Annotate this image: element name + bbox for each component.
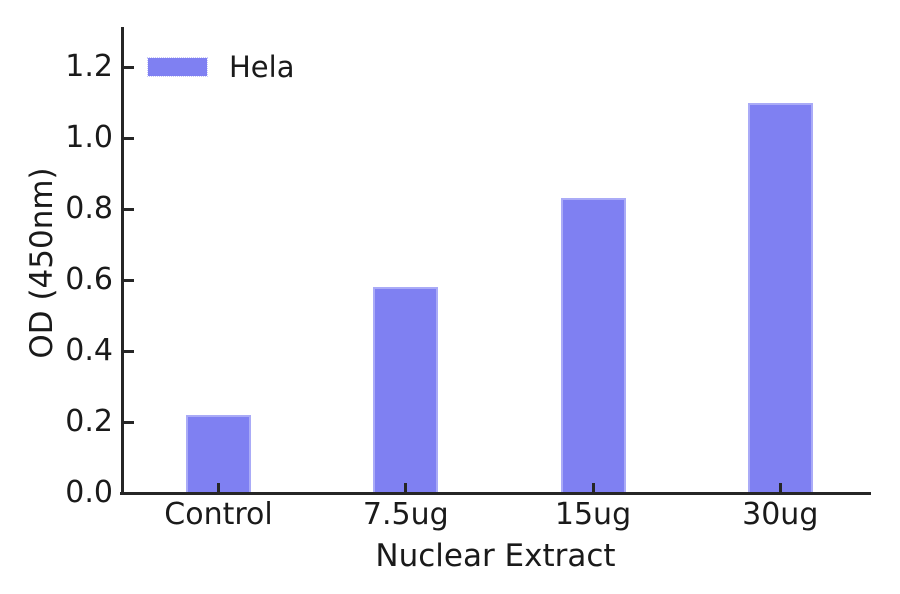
y-tick-mark	[124, 65, 134, 69]
y-tick-mark	[124, 136, 134, 140]
x-tick-mark	[217, 483, 220, 493]
y-tick-mark	[124, 420, 134, 424]
bar-30ug	[747, 102, 813, 494]
y-tick-mark	[124, 207, 134, 211]
chart-legend: Hela	[147, 50, 295, 84]
bar-control	[186, 414, 251, 494]
y-tick-mark	[124, 349, 134, 353]
y-tick-label: 1.2	[65, 49, 113, 84]
y-axis-spine	[121, 27, 124, 495]
bar-15ug	[560, 198, 626, 494]
legend-label-hela: Hela	[229, 50, 295, 84]
x-tick-label: 7.5ug	[362, 497, 449, 532]
x-tick-label: Control	[164, 497, 273, 532]
x-axis-spine	[120, 492, 871, 495]
x-tick-label: 30ug	[742, 497, 819, 532]
x-tick-mark	[778, 483, 782, 493]
bar-7.5ug	[373, 287, 439, 494]
y-tick-label: 0.2	[65, 404, 113, 439]
y-tick-label: 0.8	[65, 191, 113, 226]
y-tick-label: 0.6	[65, 262, 113, 297]
x-axis-title: Nuclear Extract	[375, 538, 616, 574]
y-tick-mark	[124, 491, 134, 495]
y-tick-label: 1.0	[65, 120, 113, 155]
y-tick-label: 0.4	[65, 333, 113, 368]
legend-swatch-hela	[147, 57, 208, 77]
x-tick-mark	[591, 483, 595, 493]
x-tick-mark	[404, 483, 408, 493]
y-tick-mark	[124, 278, 134, 282]
x-tick-label: 15ug	[554, 497, 632, 532]
y-tick-label: 0.0	[65, 475, 113, 510]
